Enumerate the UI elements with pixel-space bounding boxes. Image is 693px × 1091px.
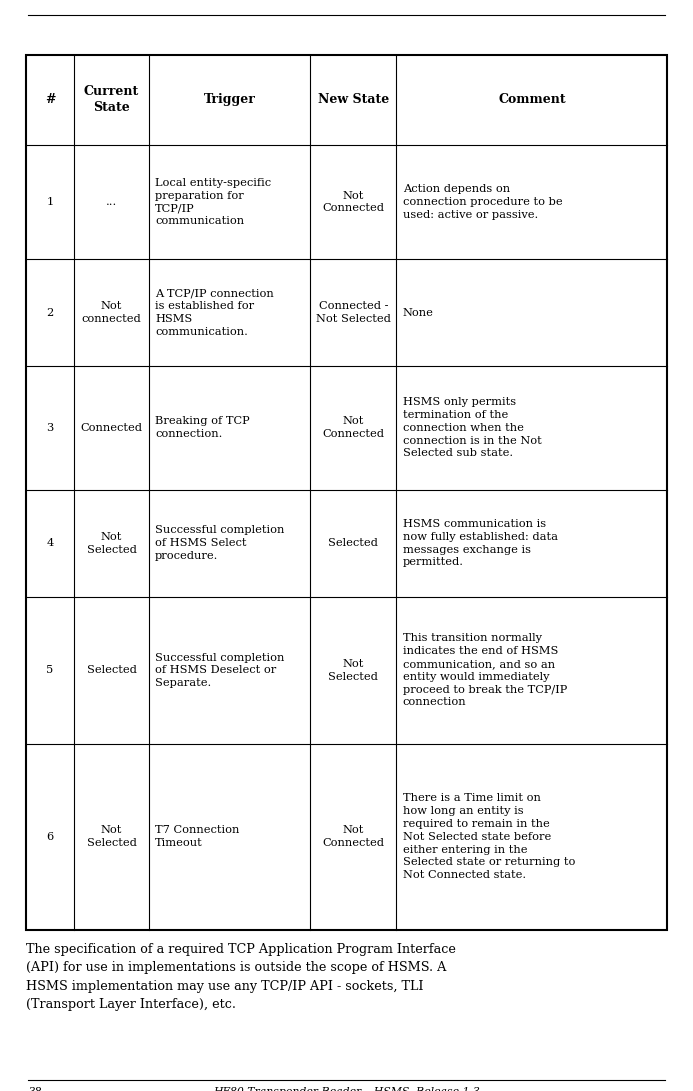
Text: 2: 2 [46,308,53,317]
Text: Trigger: Trigger [204,93,256,106]
Text: 1: 1 [46,197,53,207]
Text: Not
connected: Not connected [82,301,141,324]
Text: 6: 6 [46,831,53,842]
Text: New State: New State [318,93,389,106]
Text: None: None [403,308,434,317]
Text: Connected -
Not Selected: Connected - Not Selected [316,301,391,324]
Text: Not
Selected: Not Selected [87,826,137,848]
Text: 5: 5 [46,666,53,675]
Text: ...: ... [106,197,117,207]
Text: Not
Selected: Not Selected [328,659,378,682]
Text: 3: 3 [46,423,53,433]
Text: A TCP/IP connection
is established for
HSMS
communication.: A TCP/IP connection is established for H… [155,288,274,337]
Text: Breaking of TCP
connection.: Breaking of TCP connection. [155,417,250,440]
Text: Successful completion
of HSMS Select
procedure.: Successful completion of HSMS Select pro… [155,526,285,561]
Text: HSMS communication is
now fully established: data
messages exchange is
permitted: HSMS communication is now fully establis… [403,519,558,567]
Text: HSMS only permits
termination of the
connection when the
connection is in the No: HSMS only permits termination of the con… [403,397,541,458]
Text: Not
Connected: Not Connected [322,191,385,214]
Text: Successful completion
of HSMS Deselect or
Separate.: Successful completion of HSMS Deselect o… [155,652,285,688]
Text: T7 Connection
Timeout: T7 Connection Timeout [155,826,240,848]
Text: Comment: Comment [498,93,565,106]
Text: HF80 Transponder Reader – HSMS, Release 1.3: HF80 Transponder Reader – HSMS, Release … [213,1087,480,1091]
Text: Selected: Selected [328,538,378,548]
Text: 4: 4 [46,538,53,548]
Text: 38: 38 [28,1087,42,1091]
Text: Current
State: Current State [84,85,139,115]
Text: Connected: Connected [80,423,143,433]
Text: Selected: Selected [87,666,137,675]
Text: Local entity-specific
preparation for
TCP/IP
communication: Local entity-specific preparation for TC… [155,178,272,226]
Text: This transition normally
indicates the end of HSMS
communication, and so an
enti: This transition normally indicates the e… [403,634,567,707]
Text: The specification of a required TCP Application Program Interface
(API) for use : The specification of a required TCP Appl… [26,943,455,1011]
Text: #: # [44,93,55,106]
Bar [26,55,667,930]
Text: Not
Selected: Not Selected [87,531,137,554]
Text: There is a Time limit on
how long an entity is
required to remain in the
Not Sel: There is a Time limit on how long an ent… [403,793,575,880]
Text: Not
Connected: Not Connected [322,826,385,848]
Text: Action depends on
connection procedure to be
used: active or passive.: Action depends on connection procedure t… [403,184,562,219]
Text: Not
Connected: Not Connected [322,417,385,440]
